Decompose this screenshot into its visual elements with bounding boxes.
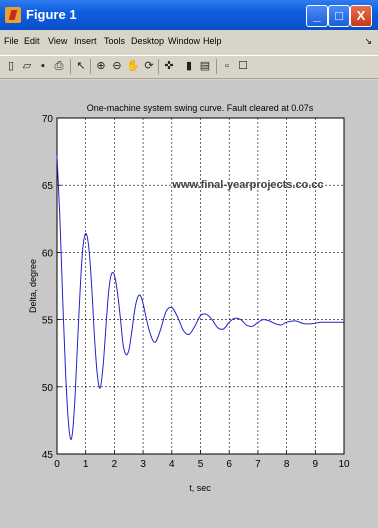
- window-title: Figure 1: [26, 7, 77, 22]
- x-tick-label: 2: [112, 459, 118, 470]
- new-figure-icon[interactable]: ▯: [7, 60, 15, 72]
- menu-tools[interactable]: Tools: [104, 36, 126, 46]
- menu-bar: File Edit View Insert Tools Desktop Wind…: [0, 34, 378, 52]
- y-tick-label: 55: [42, 316, 54, 327]
- menu-desktop[interactable]: Desktop: [131, 36, 165, 46]
- x-tick-label: 0: [54, 459, 60, 470]
- colorbar-icon[interactable]: ▮: [185, 60, 193, 72]
- edit-plot-arrow-icon[interactable]: ↖: [76, 60, 86, 72]
- show-plot-tools-icon[interactable]: ☐: [238, 60, 248, 72]
- grid-lines: [57, 118, 344, 454]
- minimize-icon: _: [313, 8, 321, 23]
- watermark-text: www.final-yearprojects.co.cc: [171, 179, 323, 191]
- x-tick-label: 9: [313, 459, 319, 470]
- chart-title: One-machine system swing curve. Fault cl…: [87, 103, 314, 113]
- pan-hand-icon[interactable]: ✋: [126, 60, 140, 72]
- x-tick-label: 8: [284, 459, 290, 470]
- toolbar: ▯ ▱ ▪ ⎙ ↖ ⊕ ⊖ ✋ ⟳ ✜ ▮ ▤ ▫ ☐: [0, 55, 378, 79]
- minimize-button[interactable]: _: [306, 5, 328, 27]
- toolbar-separator: [158, 59, 159, 74]
- y-axis-label: Delta, degree: [28, 259, 38, 313]
- zoom-out-icon[interactable]: ⊖: [112, 60, 122, 72]
- menu-view[interactable]: View: [48, 36, 68, 46]
- menu-overflow-icon[interactable]: ↘: [364, 36, 372, 46]
- y-tick-label: 50: [42, 383, 54, 394]
- y-tick-label: 70: [42, 114, 54, 125]
- x-tick-label: 1: [83, 459, 89, 470]
- matlab-logo-icon: [5, 7, 21, 23]
- toolbar-separator: [216, 59, 217, 74]
- toolbar-separator: [90, 59, 91, 74]
- x-tick-label: 6: [226, 459, 232, 470]
- rotate-3d-icon[interactable]: ⟳: [144, 60, 154, 72]
- y-tick-label: 65: [42, 181, 54, 192]
- menu-insert[interactable]: Insert: [74, 36, 97, 46]
- menu-window[interactable]: Window: [168, 36, 201, 46]
- x-axis-label: t, sec: [189, 483, 211, 493]
- x-axis: 0 1 2 3 4 5 6 7 8 9 10: [54, 450, 350, 470]
- toolbar-separator: [70, 59, 71, 74]
- close-button[interactable]: X: [350, 5, 372, 27]
- swing-curve-line: [56, 155, 344, 441]
- title-bar[interactable]: Figure 1 _ □ X: [0, 0, 378, 30]
- save-icon[interactable]: ▪: [41, 60, 45, 72]
- legend-icon[interactable]: ▤: [199, 60, 211, 72]
- maximize-icon: □: [335, 8, 343, 23]
- hide-plot-tools-icon[interactable]: ▫: [225, 60, 229, 72]
- menu-edit[interactable]: Edit: [24, 36, 40, 46]
- x-tick-label: 10: [338, 459, 350, 470]
- x-tick-label: 4: [169, 459, 175, 470]
- x-tick-label: 5: [198, 459, 204, 470]
- close-icon: X: [356, 8, 366, 23]
- data-cursor-icon[interactable]: ✜: [164, 60, 174, 72]
- figure-canvas: 0 1 2 3 4 5 6 7 8 9 10 45 50 55 60 65 70 www.final-year…: [0, 80, 378, 528]
- x-tick-label: 3: [140, 459, 146, 470]
- menu-file[interactable]: File: [4, 36, 19, 46]
- zoom-in-icon[interactable]: ⊕: [96, 60, 106, 72]
- menu-help[interactable]: Help: [203, 36, 222, 46]
- maximize-button[interactable]: □: [328, 5, 350, 27]
- open-file-icon[interactable]: ▱: [22, 60, 32, 72]
- x-tick-label: 7: [255, 459, 261, 470]
- y-tick-label: 60: [42, 248, 54, 259]
- print-icon[interactable]: ⎙: [54, 60, 64, 72]
- y-axis: 45 50 55 60 65 70: [42, 114, 61, 461]
- y-tick-label: 45: [42, 450, 54, 461]
